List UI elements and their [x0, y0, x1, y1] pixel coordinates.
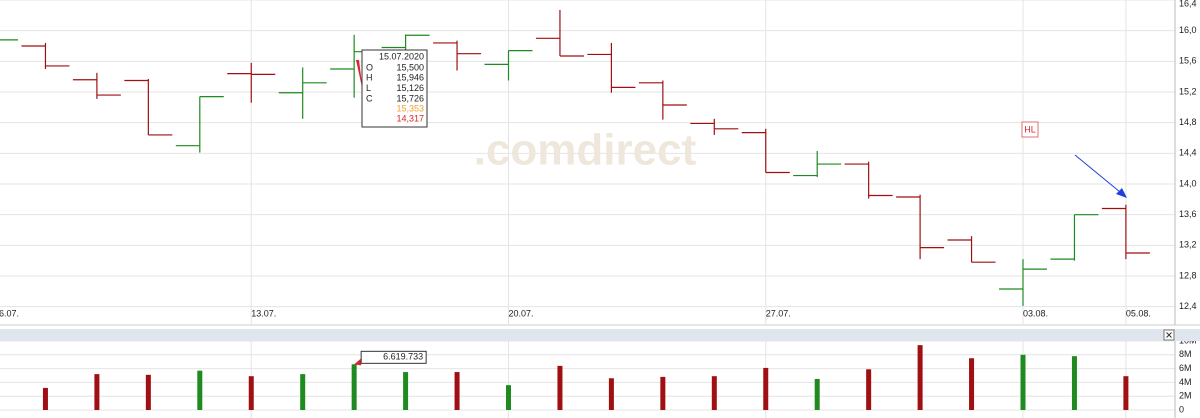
arrow-line	[1074, 154, 1121, 193]
volume-bar	[145, 374, 151, 410]
annotation-box	[1021, 121, 1039, 138]
y-tick-label: 14,8	[1179, 117, 1197, 127]
tooltip-date: 15.07.2020	[379, 51, 424, 61]
volume-tick-label: 0	[1179, 404, 1184, 414]
x-tick-label: 05.08.	[1126, 308, 1151, 318]
arrow-head	[1116, 188, 1127, 198]
volume-bar	[814, 378, 820, 410]
annotation: HL	[1024, 124, 1036, 134]
volume-bar	[454, 372, 460, 410]
x-tick-label: 20.07.	[509, 308, 534, 318]
y-tick-label: 13,2	[1179, 240, 1197, 250]
tooltip-value: 15,726	[396, 93, 424, 103]
volume-bar	[403, 372, 409, 410]
volume-label-pointer	[354, 358, 362, 366]
volume-bar	[1020, 354, 1026, 410]
volume-bar	[917, 345, 923, 410]
tooltip-key: O	[366, 62, 373, 72]
tooltip-key: H	[366, 73, 373, 83]
volume-bar	[608, 378, 614, 410]
tooltip-pointer	[356, 60, 363, 92]
volume-bar	[763, 367, 769, 410]
tooltip-key: C	[366, 93, 373, 103]
volume-bar	[660, 376, 666, 410]
x-tick-label: 06.07.	[0, 308, 19, 318]
y-tick-label: 14,4	[1179, 148, 1197, 158]
volume-bar	[300, 374, 306, 410]
volume-bar	[42, 387, 48, 410]
x-tick-label: 13.07.	[251, 308, 276, 318]
y-tick-label: 12,4	[1179, 301, 1197, 311]
volume-bar	[94, 374, 100, 410]
tooltip-ma-value: 15,353	[396, 103, 424, 113]
volume-bar	[969, 358, 975, 410]
tooltip-ma-value: 14,317	[396, 114, 424, 124]
y-tick-label: 15,6	[1179, 56, 1197, 66]
y-tick-label: 12,8	[1179, 270, 1197, 280]
watermark: .comdirect	[474, 126, 697, 175]
volume-label: 6.619.733	[383, 352, 423, 362]
tooltip: 15.07.2020 O 15,500 H 15,946 L 15,126 C 15,72615…	[356, 49, 428, 128]
volume-tick-label: 4M	[1179, 377, 1192, 387]
x-tick-label: 03.08.	[1023, 308, 1048, 318]
volume-bar	[557, 365, 563, 410]
volume-bar	[1071, 356, 1077, 410]
volume-bar	[248, 376, 254, 410]
volume-bar	[1123, 376, 1129, 410]
tooltip-key: L	[366, 83, 371, 93]
y-tick-label: 16,0	[1179, 25, 1197, 35]
volume-header	[0, 329, 1200, 341]
tooltip-value: 15,946	[396, 73, 424, 83]
marks: 6.619.733	[0, 9, 1150, 410]
volume-tick-label: 2M	[1179, 391, 1192, 401]
y-tick-label: 16,4	[1179, 0, 1197, 8]
volume-bar	[351, 364, 357, 410]
y-tick-label: 13,6	[1179, 209, 1197, 219]
tooltip-value: 15,500	[396, 62, 424, 72]
volume-bar	[711, 376, 717, 410]
volume-bar	[866, 369, 872, 410]
volume-bar	[197, 370, 203, 410]
y-tick-label: 15,2	[1179, 86, 1197, 96]
tooltip-box	[361, 49, 428, 128]
close-icon	[1166, 332, 1172, 338]
x-tick-label: 27.07.	[766, 308, 791, 318]
tooltip-value: 15,126	[396, 83, 424, 93]
y-tick-label: 14,0	[1179, 178, 1197, 188]
volume-label-box	[360, 350, 427, 364]
volume-tick-label: 6M	[1179, 363, 1192, 373]
volume-bar	[506, 385, 511, 410]
volume-tick-label: 8M	[1179, 349, 1192, 359]
